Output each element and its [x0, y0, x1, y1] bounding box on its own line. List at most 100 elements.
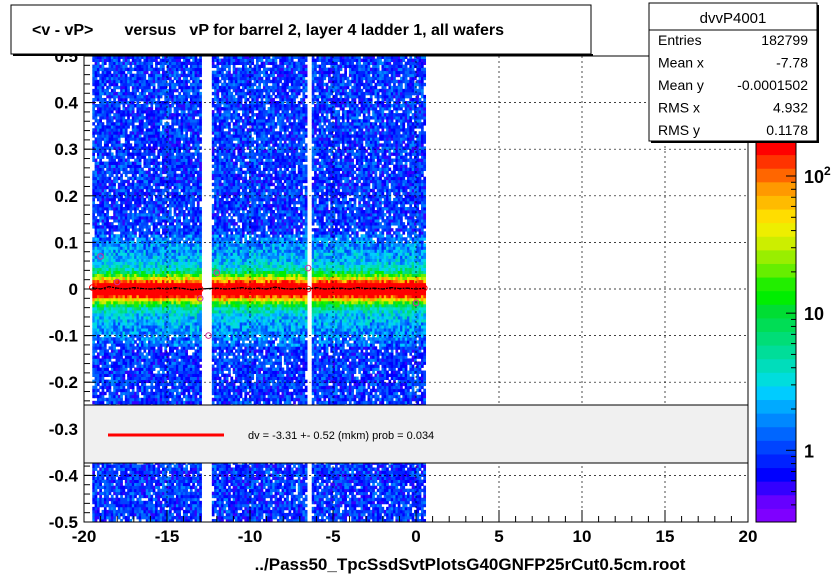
heatmap-cell [113, 306, 116, 311]
heatmap-cell [92, 394, 96, 399]
heatmap-cell [162, 343, 165, 347]
heatmap-cell [162, 479, 165, 484]
heatmap-cell [110, 131, 114, 135]
heatmap-cell [166, 370, 170, 374]
heatmap-cell [124, 110, 128, 114]
heatmap-cell [162, 249, 165, 253]
heatmap-cell [166, 228, 170, 232]
heatmap-cell [108, 294, 112, 299]
heatmap-cell [157, 128, 161, 132]
heatmap-cell [148, 167, 151, 172]
heatmap-cell [115, 100, 119, 105]
heatmap-cell [113, 361, 116, 365]
heatmap-cell [148, 340, 151, 344]
heatmap-cell [145, 79, 149, 84]
heatmap-cell [148, 349, 151, 353]
heatmap-cell [138, 73, 142, 78]
heatmap-cell [131, 231, 135, 235]
heatmap-cell [124, 234, 128, 238]
heatmap-cell [141, 125, 144, 129]
heatmap-cell [152, 228, 156, 232]
heatmap-cell [117, 382, 121, 387]
heatmap-cell [171, 79, 175, 84]
heatmap-cell [148, 267, 151, 271]
heatmap-cell [117, 167, 121, 172]
heatmap-cell [120, 225, 123, 229]
heatmap-cell [138, 322, 142, 326]
heatmap-cell [162, 291, 165, 296]
heatmap-cell [136, 55, 140, 59]
heatmap-cell [115, 313, 119, 317]
heatmap-cell [101, 303, 105, 308]
heatmap-cell [152, 203, 156, 208]
heatmap-cell [92, 213, 96, 217]
heatmap-cell [120, 303, 123, 308]
heatmap-cell [96, 243, 100, 247]
heatmap-cell [127, 485, 130, 490]
heatmap-cell [162, 276, 165, 281]
heatmap-cell [138, 119, 142, 123]
heatmap-cell [120, 328, 123, 332]
heatmap-cell [145, 309, 149, 314]
heatmap-cell [155, 264, 158, 268]
heatmap-cell [113, 319, 116, 323]
heatmap-cell [136, 246, 140, 250]
heatmap-cell [115, 58, 119, 62]
heatmap-cell [120, 216, 123, 220]
heatmap-cell [120, 85, 123, 90]
heatmap-cell [159, 373, 163, 378]
heatmap-cell [171, 73, 175, 78]
heatmap-cell [157, 194, 161, 199]
heatmap-cell [108, 303, 112, 308]
heatmap-cell [92, 367, 96, 371]
heatmap-cell [103, 70, 107, 75]
heatmap-cell [113, 104, 116, 108]
heatmap-cell [120, 73, 123, 78]
heatmap-cell [108, 467, 112, 471]
heatmap-cell [106, 100, 109, 105]
heatmap-cell [171, 182, 175, 187]
heatmap-cell [117, 228, 121, 232]
heatmap-cell [96, 355, 100, 359]
heatmap-cell [127, 512, 130, 517]
heatmap-cell [159, 352, 163, 356]
heatmap-cell [136, 100, 140, 105]
heatmap-cell [103, 67, 107, 72]
heatmap-cell [108, 382, 112, 387]
heatmap-cell [117, 237, 121, 241]
heatmap-cell [138, 518, 142, 523]
heatmap-cell [113, 309, 116, 314]
heatmap-cell [164, 200, 168, 205]
heatmap-cell [129, 191, 133, 196]
heatmap-cell [103, 397, 107, 402]
heatmap-cell [168, 328, 172, 332]
heatmap-cell [159, 104, 163, 108]
heatmap-cell [110, 222, 114, 226]
heatmap-cell [155, 388, 158, 393]
heatmap-cell [145, 379, 149, 384]
heatmap-cell [115, 91, 119, 96]
heatmap-cell [122, 116, 126, 120]
heatmap-cell [113, 70, 116, 75]
heatmap-cell [106, 467, 109, 471]
heatmap-cell [94, 161, 98, 165]
heatmap-cell [166, 225, 170, 229]
heatmap-cell [143, 70, 147, 75]
heatmap-cell [120, 485, 123, 490]
heatmap-cell [124, 297, 128, 302]
heatmap-cell [162, 379, 165, 384]
heatmap-cell [124, 131, 128, 135]
heatmap-cell [134, 228, 137, 232]
heatmap-cell [166, 173, 170, 178]
heatmap-cell [148, 191, 151, 196]
heatmap-cell [138, 210, 142, 214]
heatmap-cell [131, 379, 135, 384]
heatmap-cell [152, 73, 156, 78]
heatmap-cell [115, 352, 119, 356]
heatmap-cell [159, 85, 163, 90]
heatmap-cell [120, 367, 123, 371]
heatmap-cell [173, 146, 177, 150]
heatmap-cell [152, 131, 156, 135]
heatmap-cell [157, 197, 161, 202]
heatmap-cell [99, 200, 102, 205]
